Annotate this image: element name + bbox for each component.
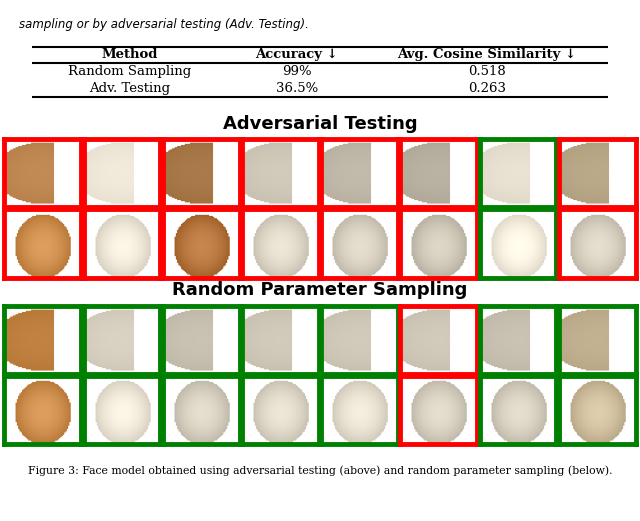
Text: Figure 3: Face model obtained using adversarial testing (above) and random param: Figure 3: Face model obtained using adve… <box>28 466 612 476</box>
Text: sampling or by adversarial testing (Adv. Testing).: sampling or by adversarial testing (Adv.… <box>19 18 309 31</box>
Text: Random Parameter Sampling: Random Parameter Sampling <box>172 281 468 300</box>
Text: Adversarial Testing: Adversarial Testing <box>223 115 417 133</box>
